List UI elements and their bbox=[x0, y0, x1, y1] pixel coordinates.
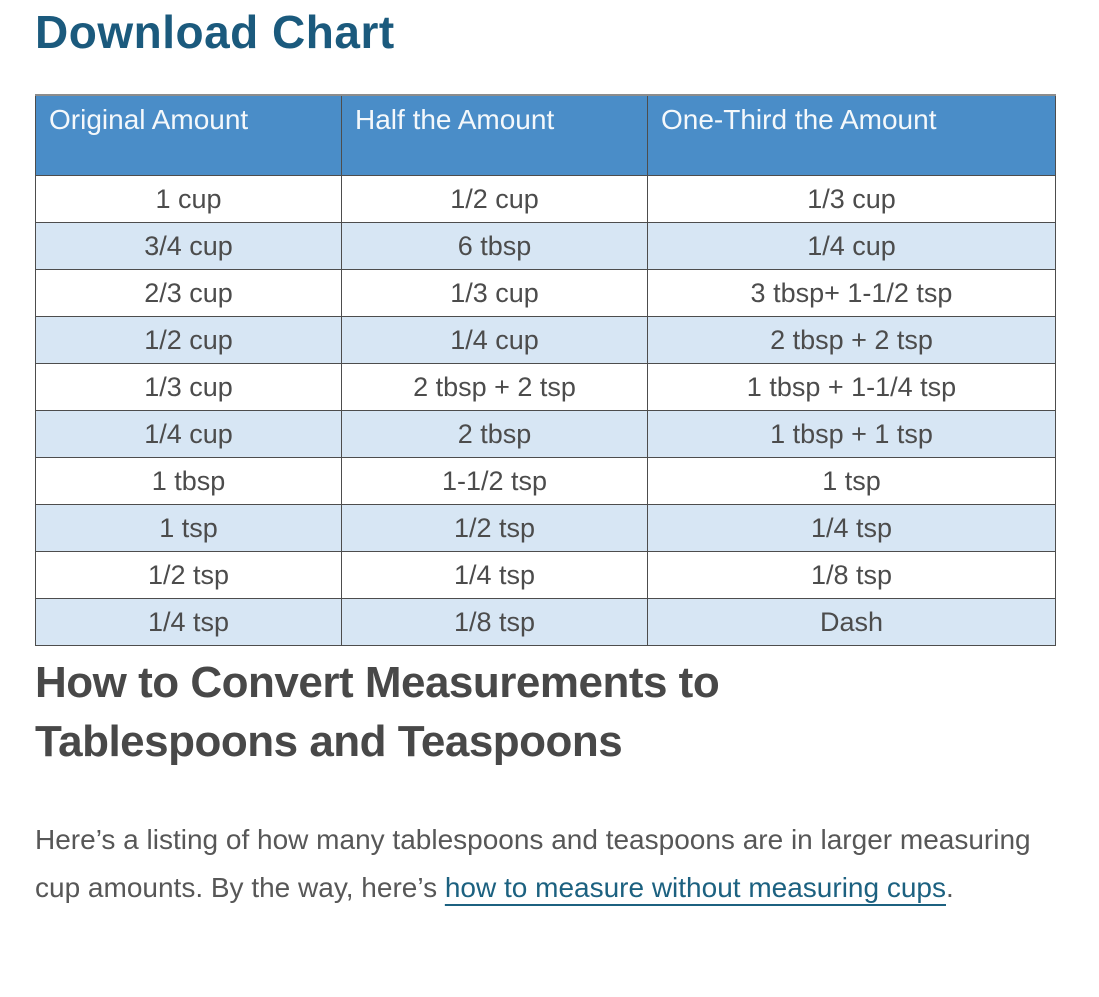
table-row: Original Amount Half the Amount One-Third … bbox=[35, 94, 1056, 176]
table-cell: 3/4 cup bbox=[35, 222, 342, 270]
table-cell: 1/4 cup bbox=[35, 410, 342, 458]
measurement-conversion-table: Original Amount Half the Amount One-Third … bbox=[35, 94, 1056, 646]
table-cell: 1/8 tsp bbox=[341, 598, 648, 646]
table-cell: 1/2 tsp bbox=[341, 504, 648, 552]
table-header-row: Original Amount Half the Amount One-Third … bbox=[35, 94, 1056, 176]
table-cell: 2 tbsp + 2 tsp bbox=[341, 363, 648, 411]
table-cell: 6 tbsp bbox=[341, 222, 648, 270]
table-row: 1 cup 1/2 cup 1/3 cup bbox=[35, 175, 1056, 223]
page-title: Download Chart bbox=[35, 6, 395, 58]
table-cell: 2 tbsp + 2 tsp bbox=[647, 316, 1056, 364]
table-cell: 1/8 tsp bbox=[647, 551, 1056, 599]
table-cell: 1/4 cup bbox=[647, 222, 1056, 270]
column-header: Original Amount bbox=[35, 94, 342, 176]
intro-text-before-link: Here’s a listing of how many tablespoons… bbox=[35, 824, 1031, 903]
table-cell: 1 cup bbox=[35, 175, 342, 223]
table-cell: 1/2 cup bbox=[35, 316, 342, 364]
table-cell: Dash bbox=[647, 598, 1056, 646]
table-cell: 1 tsp bbox=[35, 504, 342, 552]
table-cell: 1 tbsp bbox=[35, 457, 342, 505]
section-heading: How to Convert Measurements to Tablespoo… bbox=[35, 658, 720, 766]
column-header: One-Third the Amount bbox=[647, 94, 1056, 176]
table-row: 1 tbsp 1-1/2 tsp 1 tsp bbox=[35, 457, 1056, 505]
table-cell: 1/3 cup bbox=[647, 175, 1056, 223]
table-cell: 1/2 cup bbox=[341, 175, 648, 223]
table-cell: 2 tbsp bbox=[341, 410, 648, 458]
table-body: 1 cup 1/2 cup 1/3 cup 3/4 cup 6 tbsp 1/4 cup 2… bbox=[35, 175, 1056, 646]
table-cell: 1/2 tsp bbox=[35, 551, 342, 599]
table-cell: 1/4 tsp bbox=[341, 551, 648, 599]
measure-without-cups-link[interactable]: how to measure without measuring cups bbox=[444, 872, 946, 903]
table-row: 1/4 tsp 1/8 tsp Dash bbox=[35, 598, 1056, 646]
table-row: 1/3 cup 2 tbsp + 2 tsp 1 tbsp + 1-1/4 tsp bbox=[35, 363, 1056, 411]
table-row: 2/3 cup 1/3 cup 3 tbsp+ 1-1/2 tsp bbox=[35, 269, 1056, 317]
table-row: 1/2 cup 1/4 cup 2 tbsp + 2 tsp bbox=[35, 316, 1056, 364]
table-cell: 1/4 cup bbox=[341, 316, 648, 364]
table-cell: 1 tsp bbox=[647, 457, 1056, 505]
table-row: 1/2 tsp 1/4 tsp 1/8 tsp bbox=[35, 551, 1056, 599]
intro-text-after-link: . bbox=[946, 872, 954, 903]
table-cell: 3 tbsp+ 1-1/2 tsp bbox=[647, 269, 1056, 317]
table-cell: 2/3 cup bbox=[35, 269, 342, 317]
table-cell: 1/3 cup bbox=[341, 269, 648, 317]
table-cell: 1-1/2 tsp bbox=[341, 457, 648, 505]
column-header: Half the Amount bbox=[341, 94, 648, 176]
table-cell: 1/3 cup bbox=[35, 363, 342, 411]
table-cell: 1 tbsp + 1-1/4 tsp bbox=[647, 363, 1056, 411]
table-row: 1/4 cup 2 tbsp 1 tbsp + 1 tsp bbox=[35, 410, 1056, 458]
table-cell: 1/4 tsp bbox=[647, 504, 1056, 552]
intro-paragraph: Here’s a listing of how many tablespoons… bbox=[35, 816, 1040, 912]
table-cell: 1/4 tsp bbox=[35, 598, 342, 646]
table-row: 1 tsp 1/2 tsp 1/4 tsp bbox=[35, 504, 1056, 552]
table-cell: 1 tbsp + 1 tsp bbox=[647, 410, 1056, 458]
table-row: 3/4 cup 6 tbsp 1/4 cup bbox=[35, 222, 1056, 270]
